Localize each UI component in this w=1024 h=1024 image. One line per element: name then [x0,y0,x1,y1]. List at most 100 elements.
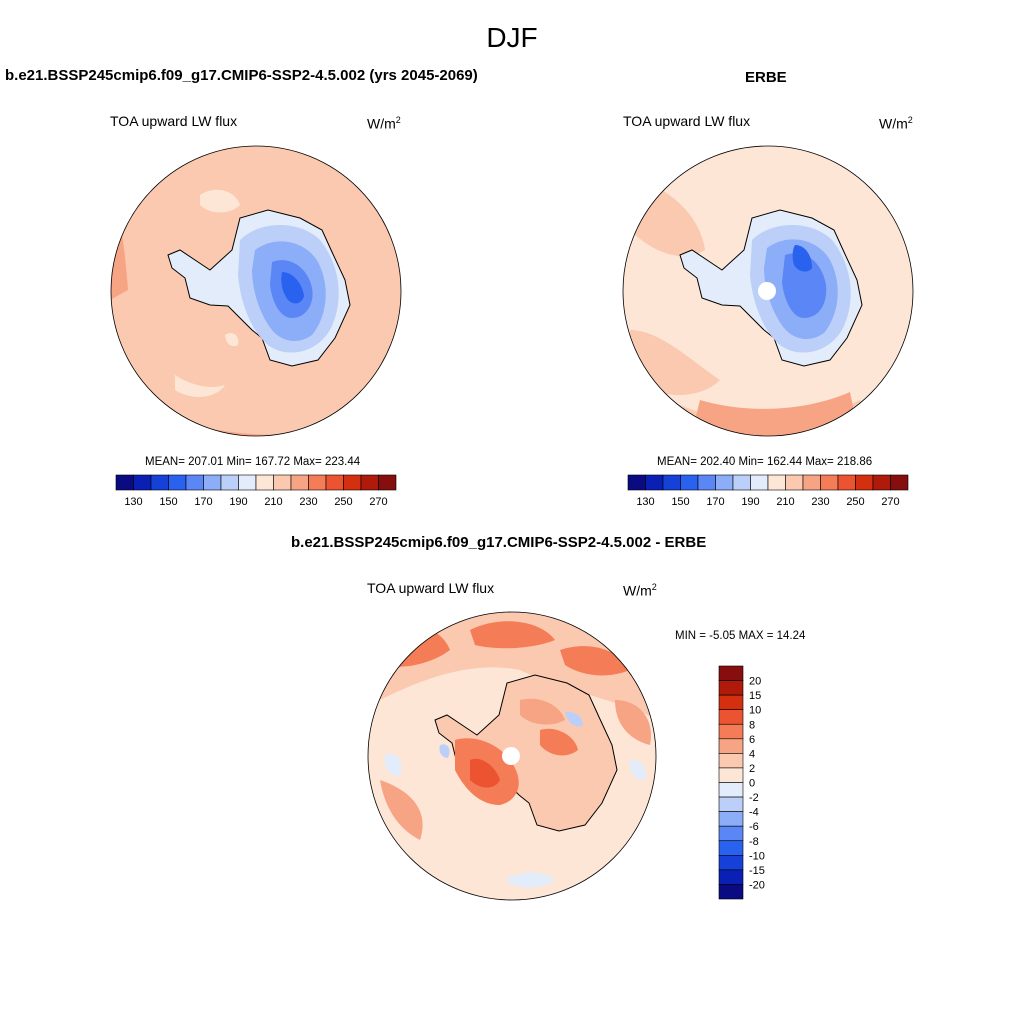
panel-1-colorbar-tick-label: 170 [194,496,212,508]
panel-3-colorbar-swatch [718,723,744,740]
panel-3-colorbar-swatch [718,665,744,681]
panel-3-colorbar-tick-label: -6 [749,821,759,833]
panel-1-variable-label: TOA upward LW flux [110,113,238,129]
panel-2-colorbar-swatch [767,474,786,491]
panel-1-colorbar-swatch [115,474,134,491]
panel-1-colorbar-swatch [220,474,239,491]
panel-1-stats: MEAN= 207.01 Min= 167.72 Max= 223.44 [145,456,361,468]
panel-3-map-border [367,611,657,901]
panel-2-variable-label: TOA upward LW flux [623,113,751,129]
panel-2-colorbar-tick-label: 150 [671,496,689,508]
panel-1-colorbar-swatch [168,474,187,491]
figure-title: DJF [486,22,538,53]
panel-2-colorbar-swatch [662,474,681,491]
panel-2-colorbar-swatch [645,474,664,491]
panel-2-colorbar: 130 150 170 190 210 230 250 270 [627,474,909,508]
panel-1-colorbar-tick-label: 210 [264,496,282,508]
panel-3-colorbar-tick-label: 2 [749,763,755,775]
panel-3-colorbar-tick-label: 8 [749,719,755,731]
panel-2-colorbar-swatch [855,474,874,491]
panel-1-colorbar-swatch [290,474,309,491]
panel-2-unit-label: W/m2 [879,115,913,132]
panel-1-colorbar-swatch [343,474,362,491]
panel-3-colorbar-swatch [718,680,744,696]
panel-3-unit-base: W/m [623,582,652,599]
panel-3-colorbar-swatch [718,811,744,827]
panel-2-colorbar-swatch [890,474,909,491]
panel-1-colorbar-tick-label: 150 [159,496,177,508]
panel-2-title: ERBE [745,69,787,86]
panel-3-variable-label: TOA upward LW flux [367,580,495,596]
panel-1-map-border [110,145,402,437]
panel-3-colorbar-swatch [718,869,744,885]
panel-3-colorbar-tick-label: 6 [749,734,755,746]
panel-2-colorbar-tick-label: 230 [811,496,829,508]
panel-2-stats: MEAN= 202.40 Min= 162.44 Max= 218.86 [657,456,873,468]
panel-2-map-border [622,145,914,437]
panel-1-colorbar-tick-label: 130 [124,496,142,508]
panel-1-colorbar-swatch [150,474,169,491]
panel-1-colorbar-swatch [308,474,327,491]
panel-2-colorbar-tick-label: 210 [776,496,794,508]
panel-1-colorbar-swatch [378,474,397,491]
panel-2-colorbar-swatch [802,474,821,491]
panel-1-colorbar-swatch [238,474,257,491]
panel-3-colorbar-tick-label: -8 [749,836,759,848]
panel-3-colorbar-swatch [718,694,744,710]
panel-3-colorbar-tick-label: 15 [749,690,761,702]
panel-3-colorbar-swatch [718,782,744,798]
panel-3-colorbar-tick-label: -2 [749,792,759,804]
panel-3-colorbar-tick-label: 10 [749,705,761,717]
panel-2-colorbar-swatch [627,474,646,491]
panel-3-colorbar-tick-label: 20 [749,676,761,688]
panel-1-colorbar-swatch [360,474,379,491]
panel-1-colorbar-tick-label: 230 [299,496,317,508]
panel-3-colorbar-tick-label: 4 [749,748,755,760]
panel-3-colorbar-swatch [718,884,744,900]
panel-3-map [368,612,656,900]
panel-3-colorbar-swatch [718,753,744,769]
panel-1-colorbar-tick-label: 250 [334,496,352,508]
panel-3-stats: MIN = -5.05 MAX = 14.24 [675,630,806,642]
panel-1-colorbar-tick-label: 190 [229,496,247,508]
panel-3-colorbar-tick-label: -15 [749,865,765,877]
panel-2-unit-exp: 2 [907,115,913,125]
panel-2-colorbar-tick-label: 130 [636,496,654,508]
panel-3-colorbar-tick-label: 0 [749,778,755,790]
panel-3-colorbar-tick-label: -10 [749,850,765,862]
panel-1-colorbar-swatch [325,474,344,491]
panel-2-colorbar-swatch [837,474,856,491]
panel-1-colorbar-swatch [273,474,292,491]
panel-2-colorbar-swatch [697,474,716,491]
panel-3-colorbar-swatch [718,855,744,871]
panel-1-unit-base: W/m [367,115,396,132]
panel-1-colorbar-tick-label: 270 [369,496,387,508]
panel-1-unit-exp: 2 [395,115,401,125]
panel-1-map [111,146,401,436]
panel-1-unit-label: W/m2 [367,115,401,132]
panel-2-colorbar-swatch [820,474,839,491]
panel-2-colorbar-swatch [872,474,891,491]
panel-2-colorbar-swatch [732,474,751,491]
panel-2-map [623,146,913,436]
panel-3-colorbar-swatch [718,767,744,783]
panel-3-colorbar-swatch [718,738,744,754]
panel-2-unit-base: W/m [879,115,908,132]
panel-2-colorbar-tick-label: 270 [881,496,899,508]
panel-2-colorbar-swatch [715,474,734,491]
panel-1-colorbar-swatch [203,474,222,491]
panel-2-colorbar-swatch [750,474,769,491]
panel-1-colorbar: 130 150 170 190 210 230 250 270 [115,474,397,508]
panel-2-colorbar-tick-label: 190 [741,496,759,508]
panel-1-title: b.e21.BSSP245cmip6.f09_g17.CMIP6-SSP2-4.… [5,67,478,84]
panel-3-title: b.e21.BSSP245cmip6.f09_g17.CMIP6-SSP2-4.… [291,534,707,551]
panel-2-colorbar-tick-label: 250 [846,496,864,508]
panel-1-colorbar-swatch [185,474,204,491]
panel-3-colorbar-tick-label: -4 [749,807,759,819]
panel-3-colorbar-swatch [718,825,744,842]
panel-2-colorbar-swatch [785,474,804,491]
panel-3-unit-label: W/m2 [623,582,657,599]
panel-3-colorbar-tick-label: -20 [749,879,765,891]
